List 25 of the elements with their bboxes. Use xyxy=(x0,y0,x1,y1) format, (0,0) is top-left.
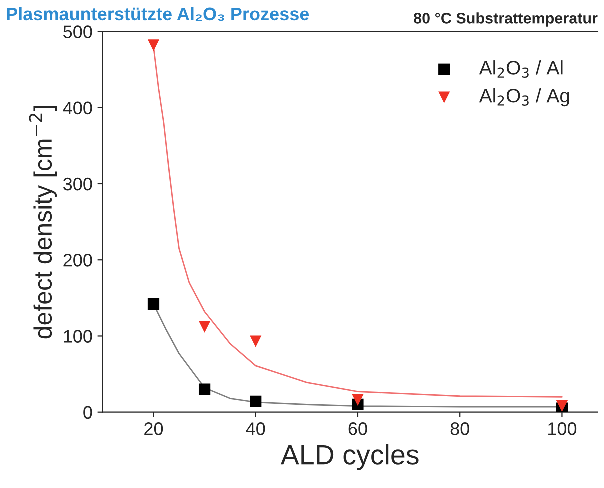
y-tick-label: 200 xyxy=(64,254,92,267)
y-tick-label: 300 xyxy=(64,178,92,191)
legend-label: Al$_{2}$O$_{3}$ / Al xyxy=(479,60,563,78)
x-axis-title: ALD cycles xyxy=(280,444,419,470)
y-axis-title: defect density [cm$^{−2}$] xyxy=(29,106,58,339)
point xyxy=(556,400,568,412)
point xyxy=(250,336,262,348)
y-tick-label: 500 xyxy=(64,26,92,38)
point xyxy=(148,40,160,52)
point xyxy=(198,384,211,396)
x-tick-label: 100 xyxy=(548,422,577,436)
legend-label: Al$_{2}$O$_{3}$ / Ag xyxy=(479,88,570,107)
chart-title: Plasmaunterstützte Al₂O₃ Prozesse xyxy=(7,7,310,22)
text: 80 °C Substrattemperatur xyxy=(414,12,598,27)
x-tick-label: 60 xyxy=(348,422,368,436)
y-tick-label: 400 xyxy=(63,102,92,115)
x-tick-label: 20 xyxy=(144,422,164,436)
y-tick-label: 0 xyxy=(84,406,92,420)
x-tick-label: 80 xyxy=(450,422,470,436)
point xyxy=(250,396,262,408)
point xyxy=(352,394,364,406)
point xyxy=(198,321,211,333)
point xyxy=(148,298,160,310)
y-tick-label: 100 xyxy=(64,330,92,343)
x-tick-label: 40 xyxy=(246,422,266,436)
